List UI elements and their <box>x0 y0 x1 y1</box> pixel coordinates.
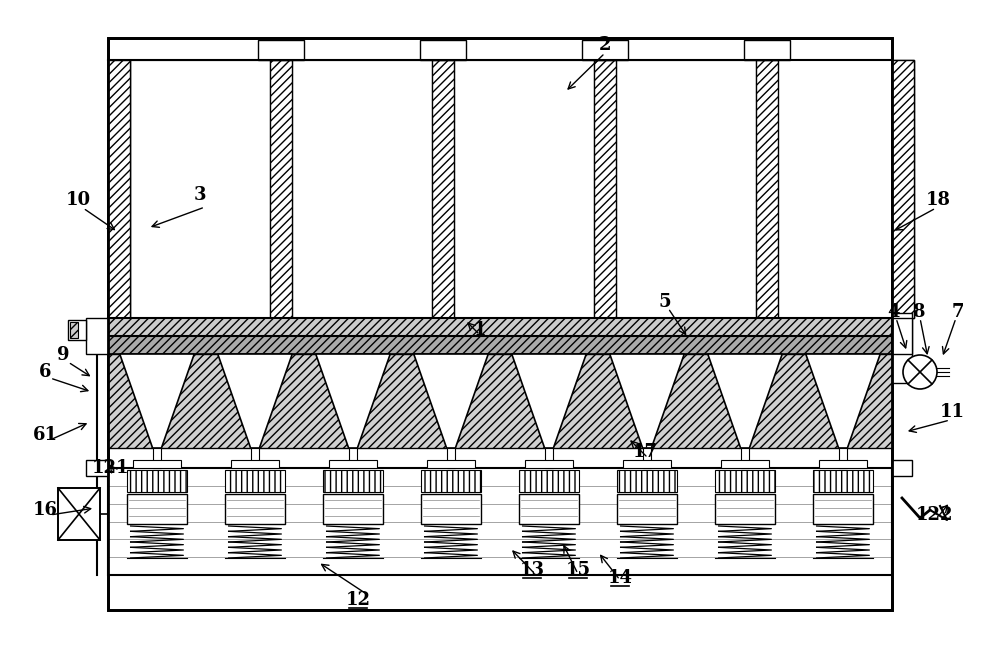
Bar <box>130 60 270 318</box>
Text: 6: 6 <box>39 363 51 381</box>
Text: 61: 61 <box>32 426 58 444</box>
Text: 4: 4 <box>887 303 899 321</box>
Bar <box>839 448 847 468</box>
Bar <box>108 336 892 354</box>
Bar <box>519 470 579 492</box>
Text: 3: 3 <box>194 186 206 204</box>
Bar <box>756 60 778 318</box>
Text: 15: 15 <box>565 561 591 579</box>
Bar <box>892 60 914 318</box>
Text: 13: 13 <box>520 561 544 579</box>
Bar <box>86 318 108 354</box>
Text: 5: 5 <box>659 293 671 311</box>
Polygon shape <box>218 354 292 448</box>
Text: 2: 2 <box>599 36 611 54</box>
Bar <box>108 38 892 610</box>
Polygon shape <box>512 354 586 448</box>
Bar <box>525 460 573 468</box>
Bar <box>623 460 671 468</box>
Bar <box>225 494 285 524</box>
Bar <box>616 60 756 318</box>
Polygon shape <box>806 354 880 448</box>
Bar <box>323 470 383 492</box>
Bar <box>108 38 892 610</box>
Bar <box>432 60 454 318</box>
Polygon shape <box>610 354 684 448</box>
Bar <box>721 460 769 468</box>
Polygon shape <box>316 354 390 448</box>
Text: 1: 1 <box>474 321 486 339</box>
Bar <box>108 468 892 575</box>
Bar <box>108 354 892 448</box>
Bar <box>892 60 914 318</box>
Bar <box>58 488 100 540</box>
Bar <box>813 494 873 524</box>
Text: 9: 9 <box>57 346 69 364</box>
Bar <box>420 40 466 60</box>
Text: 14: 14 <box>608 569 633 587</box>
Bar <box>70 322 78 338</box>
Bar <box>617 494 677 524</box>
Bar <box>133 460 181 468</box>
Bar <box>715 494 775 524</box>
Bar <box>813 470 873 492</box>
Bar <box>108 60 130 318</box>
Bar <box>421 470 481 492</box>
Bar <box>58 488 100 540</box>
Bar <box>127 494 187 524</box>
Bar <box>744 40 790 60</box>
Polygon shape <box>120 354 194 448</box>
Bar <box>582 40 628 60</box>
Polygon shape <box>414 354 488 448</box>
Text: 8: 8 <box>912 303 924 321</box>
Bar <box>108 318 892 336</box>
Bar <box>545 448 553 468</box>
Bar <box>231 460 279 468</box>
Bar <box>153 448 161 468</box>
Text: 7: 7 <box>952 303 964 321</box>
Bar <box>519 494 579 524</box>
Text: 11: 11 <box>940 403 964 421</box>
Text: 18: 18 <box>926 191 950 209</box>
Bar <box>108 60 130 318</box>
Text: 10: 10 <box>65 191 91 209</box>
Bar <box>421 494 481 524</box>
Text: 122: 122 <box>916 506 954 524</box>
Bar <box>225 470 285 492</box>
Text: 16: 16 <box>32 501 58 519</box>
Bar <box>741 448 749 468</box>
Bar <box>892 460 912 476</box>
Bar <box>447 448 455 468</box>
Bar <box>292 60 432 318</box>
Bar <box>892 318 912 354</box>
Text: 12: 12 <box>346 591 370 609</box>
Text: 121: 121 <box>91 459 129 477</box>
Bar <box>427 460 475 468</box>
Bar <box>819 460 867 468</box>
Bar <box>454 60 594 318</box>
Bar <box>643 448 651 468</box>
Bar <box>251 448 259 468</box>
Circle shape <box>903 355 937 389</box>
Bar <box>270 60 292 318</box>
Bar <box>892 313 912 383</box>
Bar <box>127 470 187 492</box>
Bar <box>258 40 304 60</box>
Bar <box>594 60 616 318</box>
Bar <box>68 320 86 340</box>
Bar <box>715 470 775 492</box>
Polygon shape <box>708 354 782 448</box>
Bar <box>349 448 357 468</box>
Text: 17: 17 <box>633 443 658 461</box>
Bar <box>86 460 108 476</box>
Bar <box>329 460 377 468</box>
Bar <box>323 494 383 524</box>
Bar <box>617 470 677 492</box>
